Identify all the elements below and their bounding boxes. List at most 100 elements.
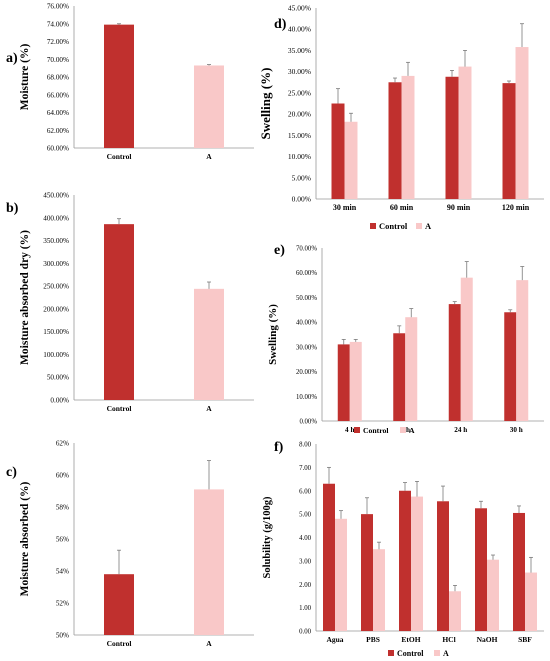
y-tick-label: 7.00 (299, 465, 311, 472)
y-tick-label: 250.00% (43, 283, 69, 291)
bar-a (411, 496, 423, 631)
y-tick-label: 64.00% (47, 109, 69, 117)
panel-letter: f) (274, 440, 284, 455)
y-tick-label: 350.00% (43, 237, 69, 245)
y-tick-label: 68.00% (47, 74, 69, 82)
y-tick-label: 30.00% (296, 344, 317, 351)
y-tick-label: 56% (56, 536, 69, 544)
y-tick-label: 62.00% (47, 127, 69, 135)
bar-control (504, 312, 517, 421)
bar-control (361, 514, 373, 631)
x-tick-label: Control (107, 639, 132, 648)
y-tick-label: 5.00 (299, 512, 311, 519)
x-tick-label: 30 min (333, 203, 357, 212)
bar-a (515, 47, 529, 199)
y-axis-label: Solubility (g/100g) (262, 496, 273, 578)
y-tick-label: 150.00% (43, 328, 69, 336)
bar-control (448, 304, 461, 421)
chart-panel-6: f) 0.00 1.00 2.00 3.00 4.00 5.00 6.00 7.00 8.00 So… (262, 440, 544, 658)
bar-a (344, 121, 358, 199)
bar-control (337, 344, 350, 421)
bar-a (405, 317, 418, 421)
bar-control (445, 76, 459, 199)
y-tick-label: 40.00% (288, 25, 311, 34)
y-tick-label: 60.00% (296, 270, 317, 277)
bar-control (475, 508, 487, 631)
x-tick-label: NaOH (477, 635, 498, 644)
legend-swatch-a (400, 427, 406, 433)
legend-swatch-a (416, 223, 422, 229)
y-tick-label: 450.00% (43, 192, 69, 200)
y-tick-label: 0.00% (50, 397, 69, 405)
y-tick-label: 76.00% (47, 3, 69, 11)
y-tick-label: 54% (56, 568, 69, 576)
bar-control (399, 490, 411, 631)
y-tick-label: 45.00% (288, 4, 311, 13)
bar-a (401, 75, 415, 199)
y-tick-label: 35.00% (288, 46, 311, 55)
y-tick-label: 66.00% (47, 91, 69, 99)
y-tick-label: 50.00% (47, 374, 69, 382)
chart-panel-2: b) 0.00% 50.00% 100.00% 150.00% 200.00% 250.00… (6, 192, 254, 413)
y-tick-label: 100.00% (43, 351, 69, 359)
bar-a (460, 277, 473, 421)
y-tick-label: 30.00% (288, 67, 311, 76)
x-tick-label: Control (107, 404, 132, 413)
bar-control (323, 483, 335, 631)
bar-a (449, 591, 461, 631)
bar-a (349, 341, 362, 421)
y-tick-label: 400.00% (43, 214, 69, 222)
panel-letter: e) (274, 243, 285, 258)
bar-control (104, 574, 134, 635)
y-tick-label: 2.00 (299, 582, 311, 589)
y-axis-label: Moisture absorbed (%) (19, 481, 31, 596)
bar-a (194, 489, 224, 635)
bar-control (104, 224, 134, 400)
y-tick-label: 20.00% (288, 110, 311, 119)
y-tick-label: 70.00% (296, 246, 317, 253)
legend: Control A (354, 426, 415, 435)
panel-letter: c) (6, 465, 17, 480)
y-tick-label: 0.00 (299, 629, 311, 636)
y-tick-label: 50% (56, 632, 69, 640)
y-tick-label: 200.00% (43, 305, 69, 313)
legend-label: A (443, 649, 449, 658)
panel-letter: b) (6, 201, 19, 216)
legend-swatch-control (388, 650, 394, 656)
y-tick-label: 300.00% (43, 260, 69, 268)
bar-control (513, 512, 525, 631)
x-tick-label: HCl (442, 635, 455, 644)
legend: Control A (388, 649, 449, 658)
y-tick-label: 60.00% (47, 145, 69, 153)
y-tick-label: 72.00% (47, 38, 69, 46)
legend-swatch-control (370, 223, 376, 229)
panel-letter: d) (274, 17, 287, 32)
y-axis-label: Swelling (%) (258, 68, 273, 140)
bar-control (437, 501, 449, 631)
bar-control (502, 83, 516, 199)
x-tick-label: 30 h (510, 426, 523, 434)
x-tick-label: 24 h (454, 426, 467, 434)
bar-a (194, 65, 224, 148)
legend-label: Control (363, 426, 388, 435)
y-tick-label: 3.00 (299, 558, 311, 565)
x-tick-label: PBS (366, 635, 380, 644)
x-tick-label: EtOH (401, 635, 420, 644)
x-tick-label: Control (107, 152, 132, 161)
y-axis-label: Moisture (%) (19, 44, 31, 111)
bar-control (331, 103, 345, 199)
legend-swatch-control (354, 427, 360, 433)
bar-a (516, 280, 529, 421)
y-tick-label: 62% (56, 440, 69, 448)
y-tick-label: 60% (56, 472, 69, 480)
y-tick-label: 8.00 (299, 442, 311, 449)
y-tick-label: 40.00% (296, 320, 317, 327)
y-tick-label: 10.00% (296, 394, 317, 401)
bar-a (487, 559, 499, 631)
x-tick-label: A (206, 639, 212, 648)
chart-panel-4: d) 0.00% 5.00% 10.00% 15.00% 20.00% 25.00% 30.0… (258, 4, 544, 231)
y-tick-label: 52% (56, 600, 69, 608)
y-tick-label: 5.00% (292, 173, 311, 182)
y-tick-label: 50.00% (296, 295, 317, 302)
